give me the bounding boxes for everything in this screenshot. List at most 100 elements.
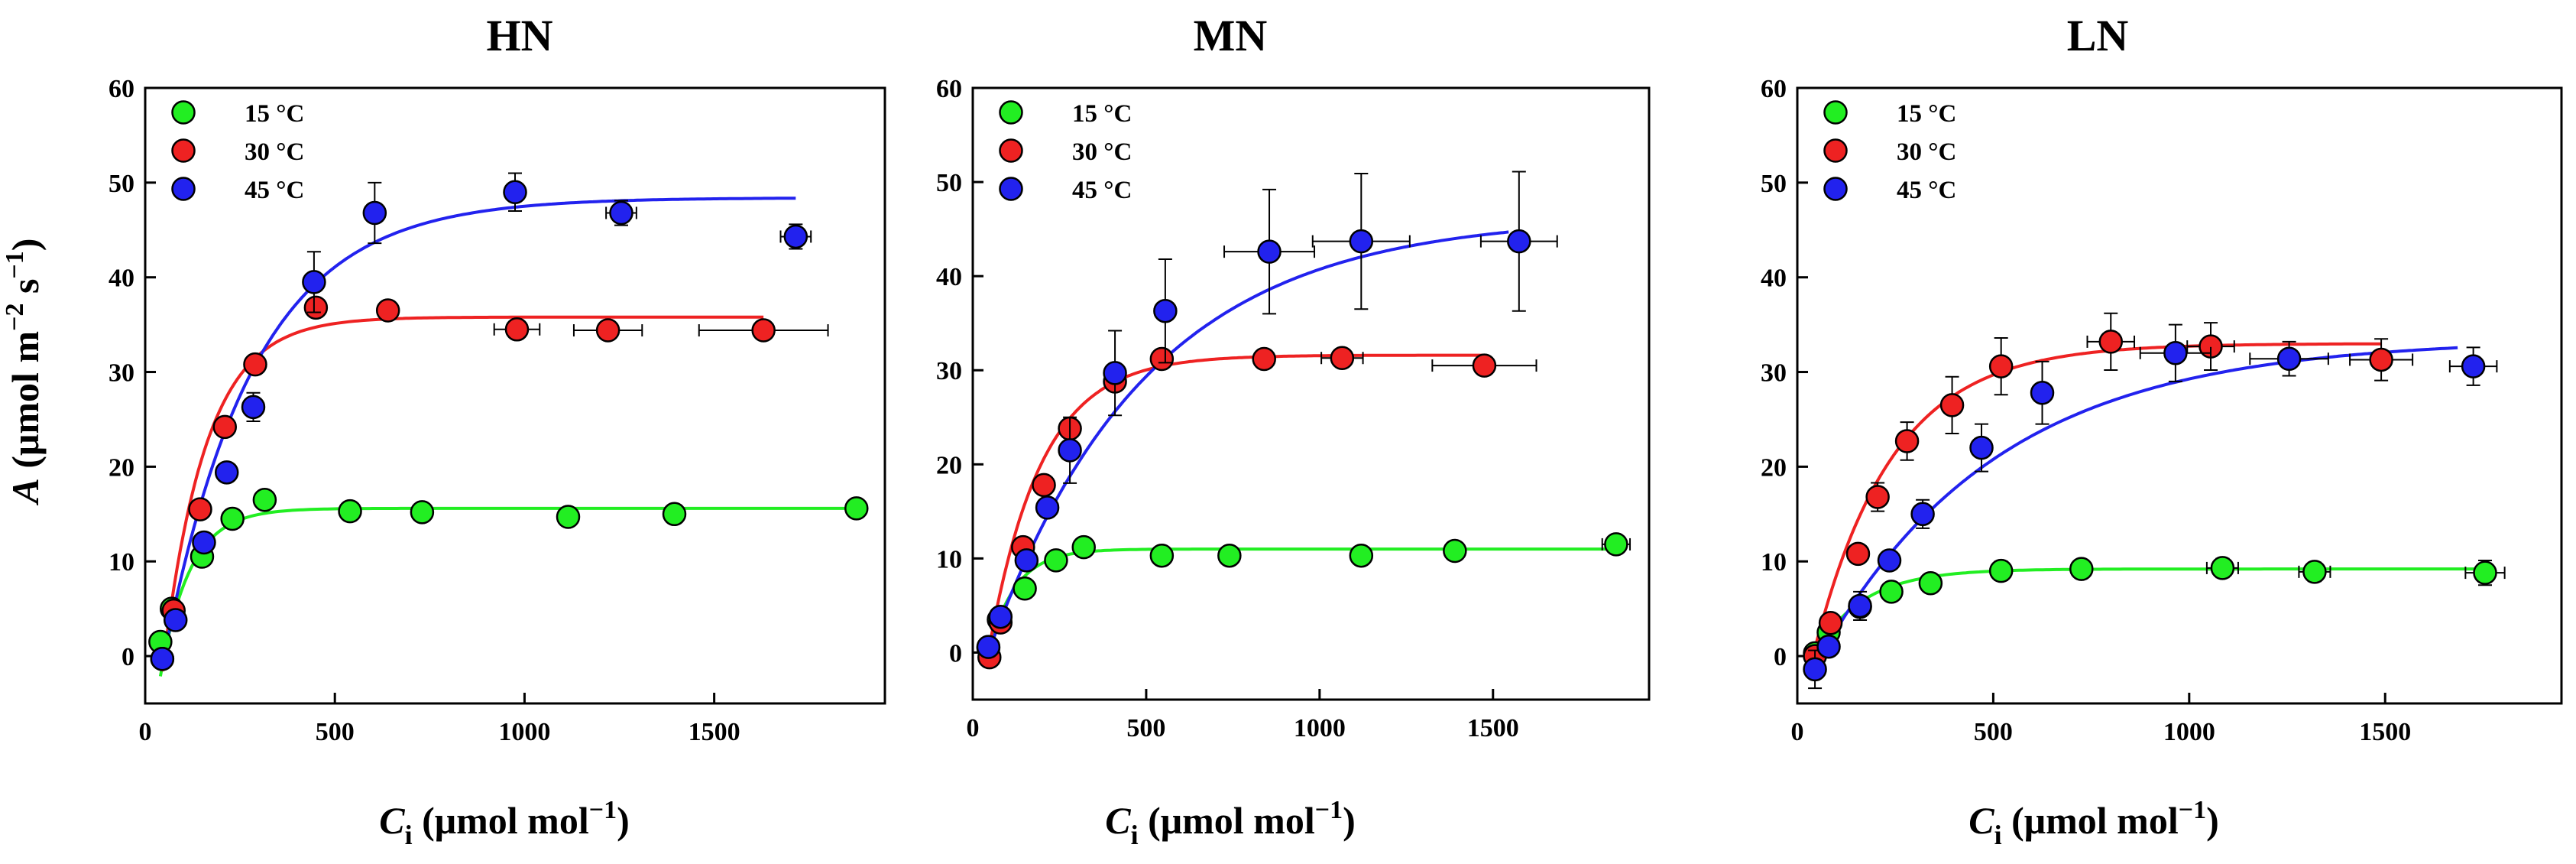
y-tick-label: 60 (109, 75, 134, 103)
y-tick-label: 10 (109, 548, 134, 577)
plot-area: 0 10 20 30 40 50 60 0 500 1000 1500 15 °C 30 °C 45 °C (109, 75, 886, 746)
data-point (1013, 577, 1037, 601)
data-point (1910, 502, 1935, 527)
fit-curve (987, 353, 1485, 648)
plot-frame (1796, 86, 2563, 705)
x-tick-label: 1000 (498, 718, 550, 746)
legend-label: 45 °C (1897, 177, 1956, 204)
data-point (1153, 298, 1178, 323)
data-point (1071, 534, 1096, 560)
data-point (1472, 353, 1497, 378)
data-point (252, 487, 277, 512)
data-point (1032, 473, 1056, 498)
legend-marker (999, 100, 1023, 125)
y-tick-label: 0 (122, 643, 134, 671)
x-tick-label: 0 (139, 718, 152, 746)
data-point (1217, 543, 1242, 568)
data-point (1818, 610, 1843, 635)
fit-curve (987, 230, 1509, 654)
data-point (303, 295, 329, 320)
data-point (1044, 548, 1068, 573)
data-point (1103, 361, 1127, 385)
data-point (1988, 558, 2014, 583)
x-axis-label: Ci (μmol mol−1) (1105, 796, 1356, 850)
legend-marker (999, 177, 1023, 201)
plot-area: 0 10 20 30 40 50 60 0 500 1000 1500 15 °C 30 °C 45 °C (1761, 75, 2563, 746)
plot-frame (144, 86, 886, 705)
x-tick-label: 500 (1126, 714, 1165, 742)
y-tick-label: 30 (109, 359, 134, 388)
data-point (1252, 346, 1276, 372)
panel-title: MN (1194, 11, 1268, 60)
x-tick-label: 0 (967, 714, 980, 742)
x-tick-label: 1500 (1467, 714, 1519, 742)
data-point (410, 500, 435, 525)
data-point (556, 505, 581, 529)
data-point (163, 608, 188, 632)
data-point (212, 414, 237, 440)
data-point (988, 604, 1013, 629)
legend-marker (171, 100, 196, 125)
data-point (302, 270, 326, 294)
data-point (1877, 548, 1902, 573)
plot-area: 0 10 20 30 40 50 60 0 500 1000 1500 15 °C 30 °C 45 °C (936, 75, 1651, 742)
data-point (188, 497, 212, 521)
y-tick-label: 50 (936, 169, 962, 197)
plot-frame (971, 86, 1651, 701)
data-point (751, 318, 776, 343)
data-point (1969, 435, 1994, 460)
data-point (1879, 580, 1904, 604)
y-tick-label: 40 (1761, 265, 1787, 293)
data-point (192, 530, 216, 555)
data-point (1865, 485, 1890, 509)
data-point (2302, 560, 2327, 584)
panel-title: LN (2067, 11, 2129, 60)
data-point (243, 352, 267, 377)
legend-label: 15 °C (245, 100, 304, 128)
x-tick-label: 500 (316, 718, 355, 746)
legend-label: 45 °C (245, 177, 304, 204)
data-point (595, 318, 621, 343)
panel-mn: MN 0 10 20 30 40 50 60 0 500 1000 1500 15 °C 30 °C 45… (936, 11, 1651, 850)
y-tick-label: 10 (1761, 548, 1787, 577)
data-point (1330, 346, 1355, 370)
data-point (2098, 330, 2124, 354)
x-tick-label: 1000 (2163, 718, 2215, 746)
y-tick-label: 40 (109, 265, 134, 293)
y-tick-label: 0 (949, 639, 962, 667)
x-tick-label: 1500 (2359, 718, 2411, 746)
data-point (503, 180, 527, 204)
data-point (783, 224, 808, 249)
data-point (504, 317, 530, 342)
legend-label: 30 °C (1897, 138, 1956, 166)
data-point (220, 506, 245, 531)
x-tick-label: 0 (1791, 718, 1804, 746)
data-point (2461, 354, 2486, 378)
data-point (1443, 538, 1467, 564)
y-tick-label: 10 (936, 545, 962, 573)
fit-curve (160, 197, 796, 667)
y-tick-label: 20 (936, 451, 962, 479)
y-tick-label: 60 (1761, 75, 1787, 103)
y-axis-label: A (μmol m−2 s−1) (1, 239, 47, 506)
y-tick-label: 40 (936, 263, 962, 291)
data-point (1816, 634, 1841, 659)
data-point (1507, 229, 1531, 254)
data-point (1604, 532, 1628, 557)
data-point (609, 200, 633, 226)
data-point (1035, 495, 1060, 520)
legend-marker (1823, 100, 1848, 125)
x-tick-label: 1500 (689, 718, 740, 746)
legend-label: 30 °C (1072, 138, 1132, 166)
data-point (2069, 557, 2094, 581)
legend-label: 45 °C (1072, 177, 1132, 204)
panel-hn: HN 0 10 20 30 40 50 60 0 500 1000 1500 15 °C 30 °C 45… (1, 11, 886, 850)
y-tick-label: 30 (1761, 359, 1787, 388)
data-point (1988, 354, 2014, 378)
data-point (338, 499, 362, 524)
legend-marker (171, 177, 196, 201)
panel-title: HN (487, 11, 553, 60)
data-point (1149, 346, 1175, 372)
data-point (976, 635, 1001, 659)
